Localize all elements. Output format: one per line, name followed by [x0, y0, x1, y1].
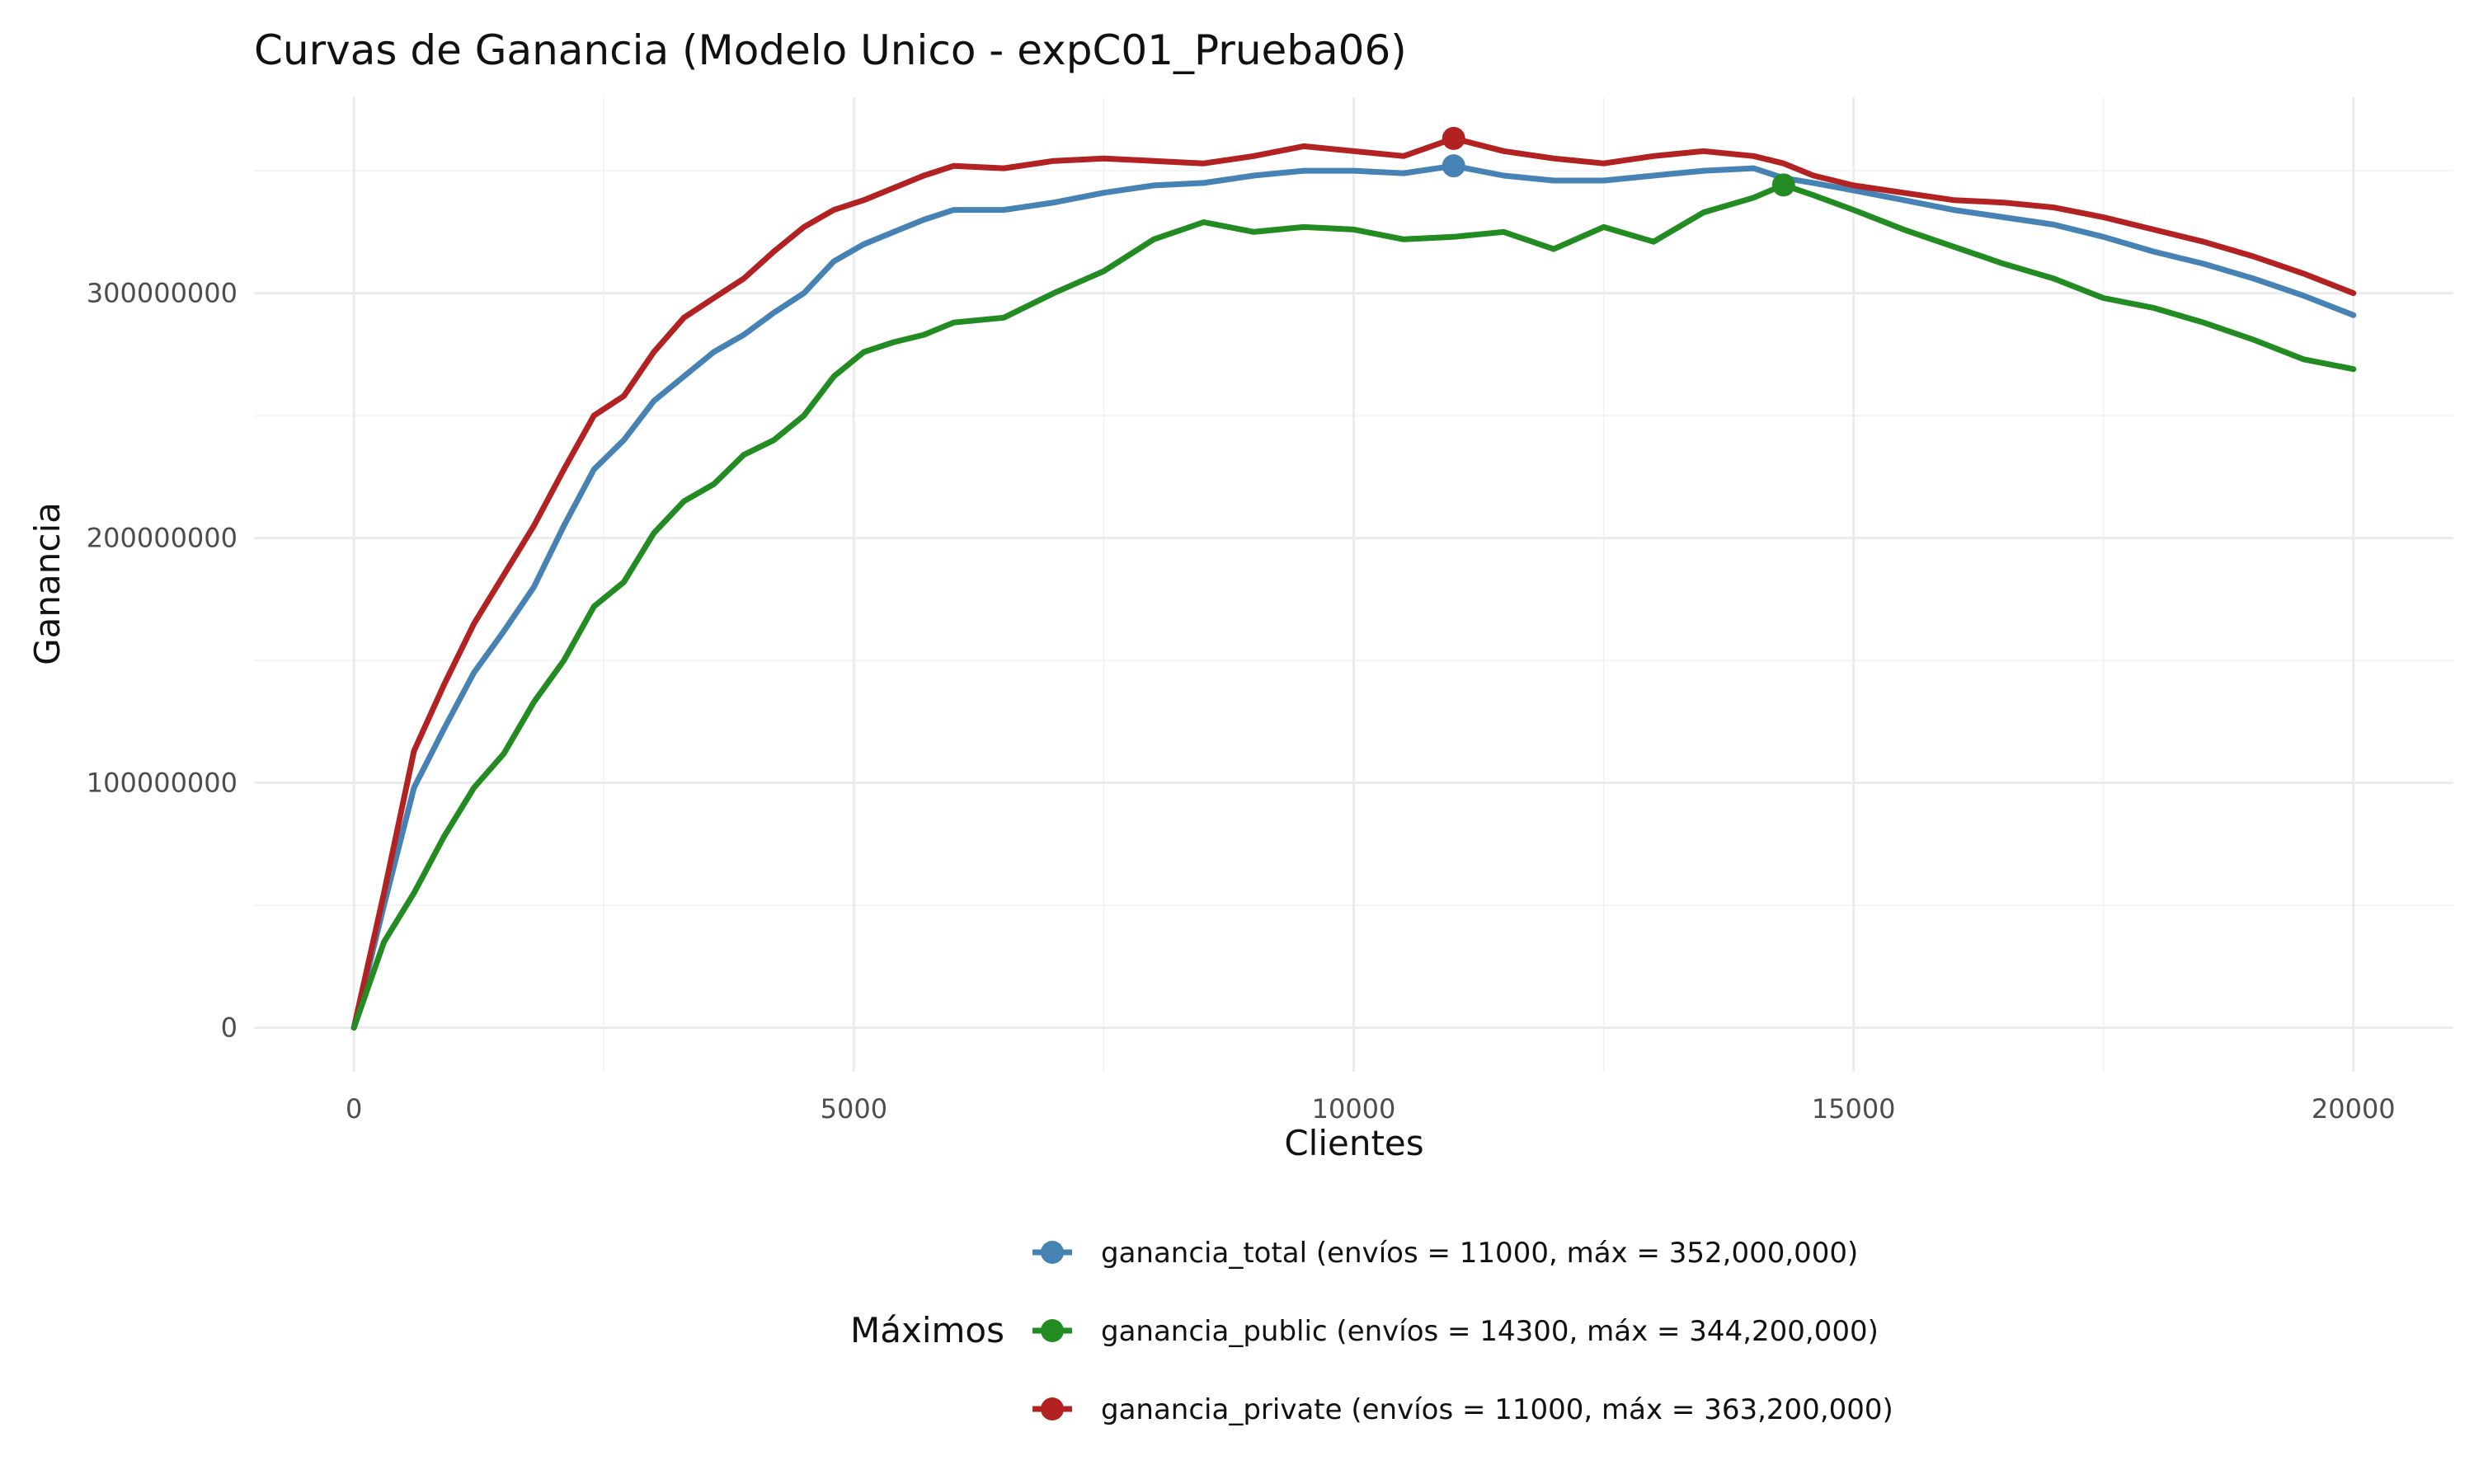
legend: Máximos ganancia_total (envíos = 11000, … — [850, 1237, 1893, 1426]
grid — [254, 97, 2453, 1072]
x-axis-title: Clientes — [1284, 1123, 1423, 1163]
y-tick-labels: 0 100000000 200000000 300000000 — [87, 278, 238, 1044]
legend-title: Máximos — [850, 1310, 1004, 1350]
x-tick-label: 20000 — [2312, 1093, 2396, 1125]
legend-keys — [1032, 1241, 1072, 1421]
max-point-ganancia-public — [1771, 173, 1795, 197]
legend-key-point — [1041, 1319, 1064, 1342]
series-line-ganancia-public — [350, 181, 2357, 1031]
legend-label-total: ganancia_total (envíos = 11000, máx = 35… — [1101, 1237, 1858, 1270]
y-tick-label: 200000000 — [87, 523, 238, 554]
max-points — [1442, 126, 1795, 197]
y-tick-label: 300000000 — [87, 278, 238, 309]
series-lines — [350, 135, 2357, 1031]
max-point-ganancia-total — [1442, 154, 1465, 178]
max-point-ganancia-private — [1442, 126, 1465, 150]
x-tick-label: 0 — [346, 1093, 362, 1125]
y-tick-label: 0 — [221, 1012, 238, 1044]
y-tick-label: 100000000 — [87, 768, 238, 799]
legend-label-private: ganancia_private (envíos = 11000, máx = … — [1101, 1393, 1893, 1426]
y-axis-title: Ganancia — [27, 502, 68, 665]
legend-key-point — [1041, 1397, 1064, 1421]
legend-label-public: ganancia_public (envíos = 14300, máx = 3… — [1101, 1315, 1879, 1348]
series-line-ganancia-total — [350, 162, 2357, 1031]
x-tick-labels: 0 5000 10000 15000 20000 — [346, 1093, 2396, 1125]
x-tick-label: 15000 — [1812, 1093, 1896, 1125]
series-line-ganancia-private — [350, 135, 2357, 1031]
chart-title: Curvas de Ganancia (Modelo Unico - expC0… — [254, 26, 1407, 74]
x-tick-label: 10000 — [1312, 1093, 1396, 1125]
x-tick-label: 5000 — [821, 1093, 887, 1125]
legend-key-point — [1041, 1241, 1064, 1264]
